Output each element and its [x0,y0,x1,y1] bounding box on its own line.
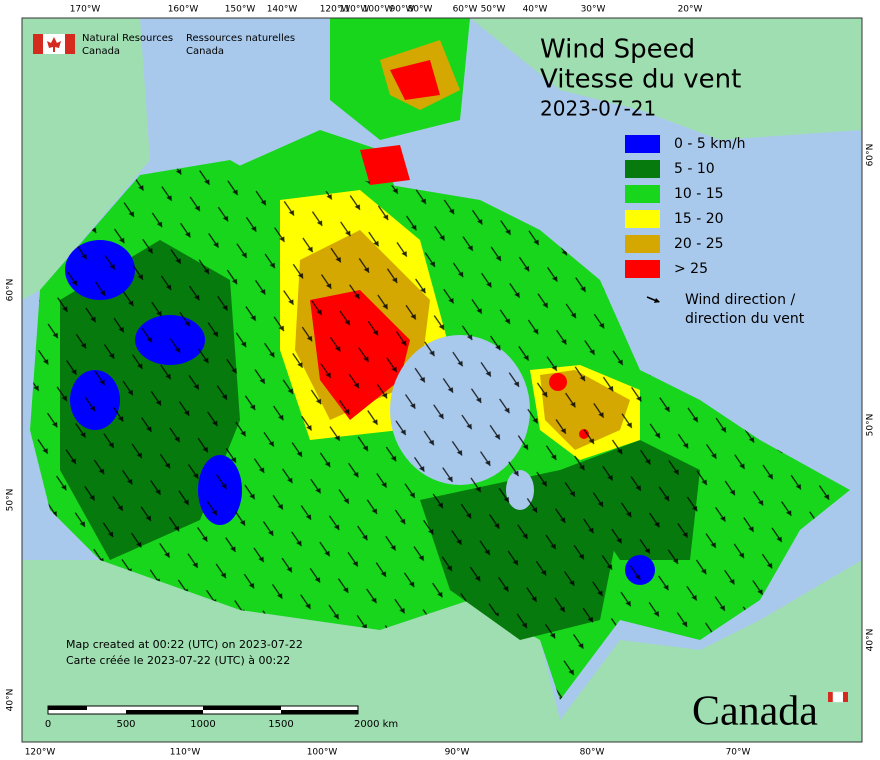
title-fr: Vitesse du vent [540,65,741,95]
right-axis-label: 50°N [866,414,876,437]
top-axis-label: 120°W [320,5,351,15]
scale-seg [48,706,87,710]
overlay: Natural Resources Canada Ressources nature… [6,5,876,758]
region-over-25 [360,145,410,185]
bottom-axis-label: 120°W [25,748,56,758]
scale-bar [47,705,359,715]
agency-en: Canada [82,46,120,57]
top-axis-label: 30°W [581,5,606,15]
legend-swatch [625,235,660,253]
bottom-axis-label: 80°W [580,748,605,758]
region-over-25 [390,60,440,100]
legend-label: 0 - 5 km/h [674,136,746,152]
top-axis-label: 20°W [678,5,703,15]
title-en: Wind Speed [540,35,695,65]
legend-label: 20 - 25 [674,236,724,252]
top-axis-label: 60°W [453,5,478,15]
legend-swatch [625,160,660,178]
legend-label: > 25 [674,261,708,277]
top-axis-label: 160°W [168,5,199,15]
flag-right [843,692,848,702]
flag-left [33,34,43,54]
top-axis-label: 150°W [225,5,256,15]
scale-label: 2000 km [354,719,398,730]
map [22,18,862,742]
credit: Map created at 00:22 (UTC) on 2023-07-22 [66,638,303,651]
legend-label: 5 - 10 [674,161,715,177]
wordmark: Canada [692,689,818,735]
legend-swatch [625,135,660,153]
top-axis-label: 90°W [390,5,415,15]
top-axis-label: 100°W [363,5,394,15]
canada [30,18,850,700]
wordmark-flag [828,691,848,703]
right-axis-label: 40°N [866,629,876,652]
credit: Carte créée le 2023-07-22 (UTC) à 00:22 [66,654,290,667]
agency-fr: Canada [186,46,224,57]
agency-en: Natural Resources [82,33,173,44]
land-greenland [470,18,862,140]
title-date: 2023-07-21 [540,97,656,121]
top-axis-label: 170°W [70,5,101,15]
wind-arrows [30,160,850,700]
top-axis-label: 40°W [523,5,548,15]
legend-arrow-label: direction du vent [685,311,805,327]
bottom-axis-label: 100°W [307,748,338,758]
scale-label: 1500 [268,719,293,730]
agency-fr: Ressources naturelles [186,33,295,44]
legend-arrowhead [654,298,660,303]
scale-seg [126,710,203,714]
legend-swatch [625,260,660,278]
scale-label: 500 [116,719,135,730]
land-alaska [22,18,150,300]
top-axis-label: 110°W [339,5,370,15]
legend-label: 10 - 15 [674,186,724,202]
logo [33,34,75,54]
legend-swatch [625,185,660,203]
legend-arrow-label: Wind direction / [685,292,795,308]
frame [21,17,863,743]
scale-seg [281,710,358,714]
scale-label: 0 [45,719,51,730]
left-axis-label: 40°N [6,689,16,712]
bottom-axis-label: 70°W [726,748,751,758]
scale-seg [203,706,281,710]
top-axis-label: 140°W [267,5,298,15]
maple-leaf [47,37,61,52]
land-usa [22,560,862,742]
flag-center [832,691,844,703]
bottom-axis-label: 110°W [170,748,201,758]
legend-label: 15 - 20 [674,211,724,227]
top-axis-label: 80°W [408,5,433,15]
scale-label: 1000 [190,719,215,730]
flag-right [65,34,75,54]
top-axis-label: 50°W [481,5,506,15]
left-axis-label: 60°N [6,279,16,302]
bottom-axis-label: 90°W [445,748,470,758]
right-axis-label: 60°N [866,144,876,167]
left-axis-label: 50°N [6,489,16,512]
legend-swatch [625,210,660,228]
flag-left [828,692,833,702]
